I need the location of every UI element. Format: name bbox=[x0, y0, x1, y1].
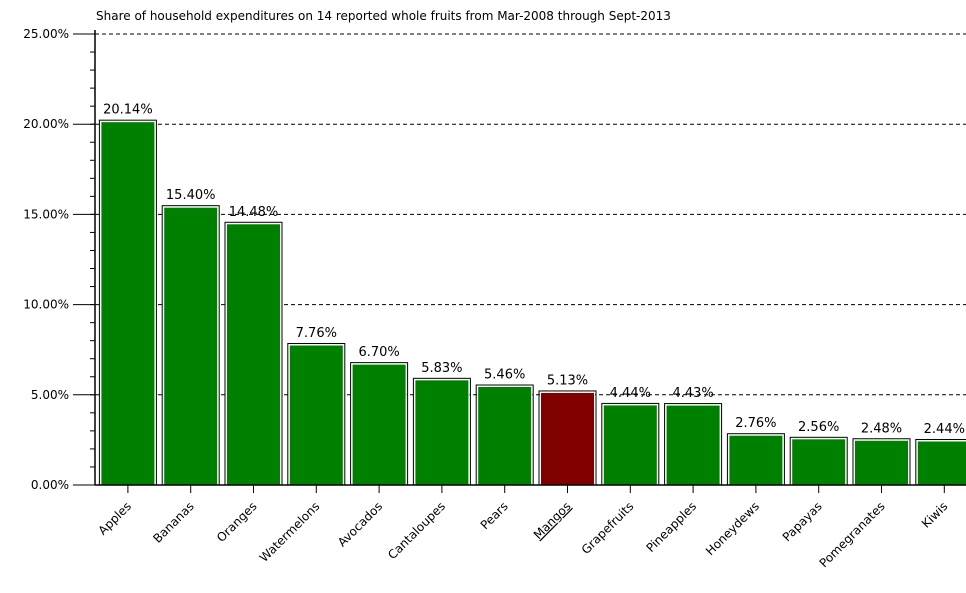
bar-bananas bbox=[163, 206, 219, 486]
bar-papayas bbox=[791, 438, 847, 486]
data-label: 5.46% bbox=[484, 368, 525, 383]
data-label: 4.44% bbox=[610, 386, 651, 401]
bar-grapefruits bbox=[602, 404, 658, 486]
bar-kiwis bbox=[916, 440, 966, 486]
x-tick-label: Pomegranates bbox=[817, 499, 888, 570]
x-tick-label: Bananas bbox=[150, 499, 197, 546]
x-tick-label: Cantaloupes bbox=[385, 499, 448, 562]
y-tick-label: 5.00% bbox=[31, 388, 69, 402]
y-tick-label: 0.00% bbox=[31, 478, 69, 492]
bar-pineapples bbox=[665, 404, 721, 486]
x-tick-label: Pineapples bbox=[643, 499, 699, 555]
bar-pomegranates bbox=[854, 439, 909, 486]
bar-oranges bbox=[226, 223, 281, 486]
data-label: 14.48% bbox=[229, 205, 279, 220]
data-label: 2.44% bbox=[924, 422, 965, 437]
bar-mangos bbox=[540, 391, 595, 486]
data-label: 7.76% bbox=[296, 326, 337, 341]
axes bbox=[73, 30, 966, 493]
x-tick-label: Mangos bbox=[531, 499, 574, 542]
x-tick-label: Pears bbox=[478, 499, 511, 532]
data-label: 2.76% bbox=[735, 416, 776, 431]
x-tick-label: Avocados bbox=[335, 499, 385, 549]
data-label: 15.40% bbox=[166, 188, 216, 203]
x-tick-label: Grapefruits bbox=[579, 499, 637, 557]
x-tick-label: Kiwis bbox=[919, 499, 951, 531]
bar-cantaloupes bbox=[414, 379, 470, 486]
data-label: 4.43% bbox=[672, 386, 713, 401]
data-label: 20.14% bbox=[103, 103, 153, 118]
data-label: 5.83% bbox=[421, 361, 462, 376]
bar-pears bbox=[477, 386, 533, 486]
y-tick-label: 15.00% bbox=[23, 207, 69, 221]
x-tick-label: Papayas bbox=[780, 499, 825, 544]
data-label: 2.48% bbox=[861, 421, 902, 436]
chart-title: Share of household expenditures on 14 re… bbox=[96, 9, 671, 23]
x-tick-label: Oranges bbox=[214, 499, 260, 545]
data-label: 5.13% bbox=[547, 373, 588, 388]
data-label: 2.56% bbox=[798, 420, 839, 435]
y-tick-label: 25.00% bbox=[23, 27, 69, 41]
x-tick-label: Watermelons bbox=[257, 499, 323, 565]
gridlines bbox=[95, 33, 966, 396]
bar-watermelons bbox=[288, 344, 344, 486]
x-tick-label: Honeydews bbox=[703, 499, 762, 558]
y-tick-label: 10.00% bbox=[23, 298, 69, 312]
x-tick-label: Apples bbox=[96, 499, 134, 537]
y-tick-label: 20.00% bbox=[23, 117, 69, 131]
bar-avocados bbox=[351, 363, 407, 486]
bar-honeydews bbox=[728, 434, 784, 486]
data-label: 6.70% bbox=[358, 345, 399, 360]
bar-apples bbox=[100, 121, 156, 486]
